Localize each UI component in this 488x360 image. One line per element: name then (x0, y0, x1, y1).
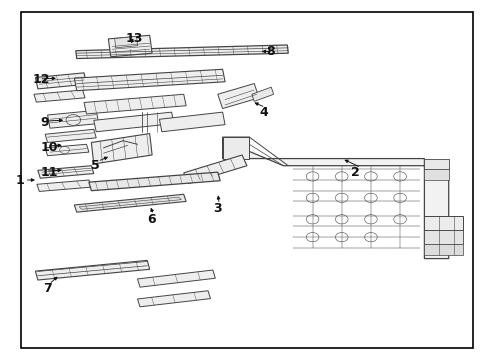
Polygon shape (37, 180, 91, 192)
Polygon shape (79, 197, 181, 209)
Text: 6: 6 (147, 213, 156, 226)
Text: 1: 1 (16, 174, 25, 186)
Polygon shape (91, 134, 152, 164)
Polygon shape (74, 69, 224, 91)
Polygon shape (74, 194, 186, 212)
Text: 8: 8 (266, 45, 274, 58)
Polygon shape (45, 144, 89, 156)
Polygon shape (222, 137, 249, 158)
Polygon shape (424, 169, 448, 180)
Text: 10: 10 (40, 141, 58, 154)
Polygon shape (137, 291, 210, 307)
Text: 4: 4 (259, 105, 267, 119)
Polygon shape (47, 111, 99, 128)
Text: 9: 9 (40, 116, 49, 129)
Text: 11: 11 (40, 166, 58, 179)
Polygon shape (38, 166, 94, 178)
Polygon shape (94, 112, 174, 132)
Polygon shape (424, 158, 448, 169)
Polygon shape (183, 155, 246, 184)
Polygon shape (35, 260, 149, 280)
Text: 5: 5 (91, 159, 100, 172)
Polygon shape (424, 230, 462, 244)
Polygon shape (45, 129, 96, 143)
Polygon shape (217, 84, 259, 109)
Polygon shape (35, 73, 86, 89)
Polygon shape (251, 87, 273, 102)
Polygon shape (137, 270, 215, 287)
Polygon shape (89, 172, 220, 191)
Text: 12: 12 (33, 73, 50, 86)
Polygon shape (424, 216, 462, 230)
Polygon shape (34, 90, 85, 102)
Text: 7: 7 (42, 283, 51, 296)
Polygon shape (76, 45, 287, 59)
Polygon shape (159, 112, 224, 132)
Polygon shape (115, 36, 137, 48)
Polygon shape (108, 35, 152, 57)
Text: 2: 2 (351, 166, 360, 179)
Text: 13: 13 (125, 32, 142, 45)
Polygon shape (84, 94, 186, 114)
Polygon shape (424, 244, 462, 255)
Text: 3: 3 (212, 202, 221, 215)
Polygon shape (222, 137, 448, 258)
